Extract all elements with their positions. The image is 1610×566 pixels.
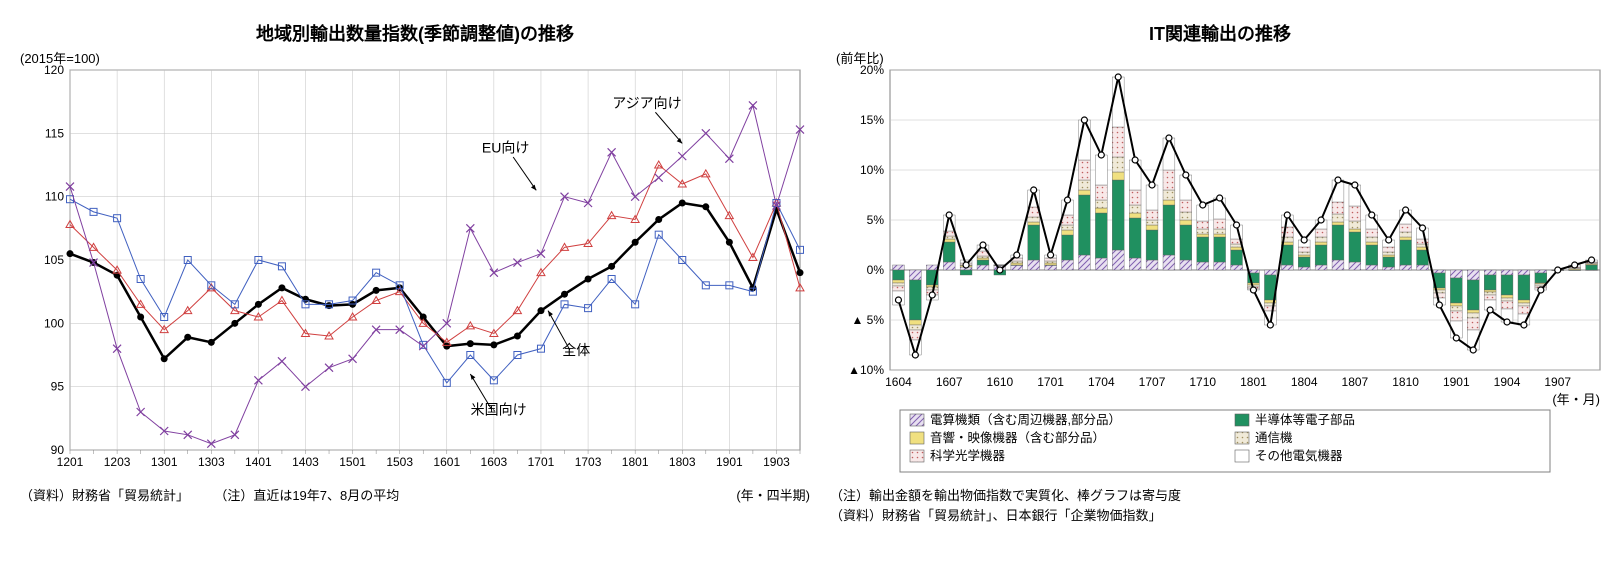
svg-text:1201: 1201 [57,455,84,469]
svg-text:電算機類（含む周辺機器,部分品）: 電算機類（含む周辺機器,部分品） [930,412,1121,427]
svg-text:1801: 1801 [622,455,649,469]
svg-text:1603: 1603 [481,455,508,469]
svg-text:1604: 1604 [885,375,912,389]
svg-text:1701: 1701 [528,455,555,469]
svg-text:1901: 1901 [1443,375,1470,389]
svg-text:▲10%: ▲10% [848,363,884,377]
right-unit-label: (前年比) [836,48,884,67]
svg-text:1810: 1810 [1392,375,1419,389]
right-chart-container: (前年比) IT関連輸出の推移 ▲10%▲ 5%0%5%10%15%20%160… [830,20,1610,525]
svg-text:EU向け: EU向け [482,139,529,155]
svg-text:音響・映像機器（含む部分品）: 音響・映像機器（含む部分品） [930,430,1105,445]
right-note2: （資料）財務省「貿易統計」、日本銀行「企業物価指数」 [830,506,1610,526]
left-notes: （資料）財務省「貿易統計」 （注）直近は19年7、8月の平均 (年・四半期) [20,486,810,506]
svg-text:15%: 15% [860,113,884,127]
svg-text:1707: 1707 [1139,375,1166,389]
svg-text:1901: 1901 [716,455,743,469]
svg-text:10%: 10% [860,163,884,177]
svg-text:1610: 1610 [987,375,1014,389]
svg-text:1801: 1801 [1240,375,1267,389]
svg-text:0%: 0% [867,263,885,277]
right-note1: （注）輸出金額を輸出物価指数で実質化、棒グラフは寄与度 [830,486,1610,506]
svg-text:1503: 1503 [386,455,413,469]
right-notes: （注）輸出金額を輸出物価指数で実質化、棒グラフは寄与度 （資料）財務省「貿易統計… [830,486,1610,525]
svg-text:5%: 5% [867,213,885,227]
svg-text:1904: 1904 [1494,375,1521,389]
svg-text:1803: 1803 [669,455,696,469]
svg-text:1601: 1601 [433,455,460,469]
svg-text:105: 105 [44,253,64,267]
left-extra-note: （注）直近は19年7、8月の平均 [214,488,399,503]
svg-text:1804: 1804 [1291,375,1318,389]
svg-text:半導体等電子部品: 半導体等電子部品 [1255,412,1355,427]
svg-text:アジア向け: アジア向け [612,95,681,111]
left-chart-svg: 9095100105110115120120112031301130314011… [20,50,810,480]
right-chart-svg: ▲10%▲ 5%0%5%10%15%20%1604160716101701170… [830,50,1610,480]
svg-text:1403: 1403 [292,455,319,469]
svg-text:100: 100 [44,316,64,330]
svg-text:1703: 1703 [575,455,602,469]
svg-text:1807: 1807 [1342,375,1369,389]
svg-text:1301: 1301 [151,455,178,469]
svg-text:(年・月): (年・月) [1552,392,1600,407]
svg-text:科学光学機器: 科学光学機器 [930,448,1006,463]
svg-text:110: 110 [45,190,64,204]
svg-text:95: 95 [51,380,65,394]
svg-text:1903: 1903 [763,455,790,469]
svg-text:115: 115 [45,126,64,140]
left-source: （資料）財務省「貿易統計」 [20,488,189,503]
svg-text:1401: 1401 [245,455,272,469]
left-chart-title: 地域別輸出数量指数(季節調整値)の推移 [20,20,810,46]
svg-text:その他電気機器: その他電気機器 [1255,448,1343,463]
svg-text:1203: 1203 [104,455,131,469]
svg-text:1607: 1607 [936,375,963,389]
svg-text:1704: 1704 [1088,375,1115,389]
left-unit-label: (2015年=100) [20,48,100,67]
svg-text:▲ 5%: ▲ 5% [851,313,884,327]
svg-text:通信機: 通信機 [1255,430,1293,445]
left-chart-container: (2015年=100) 地域別輸出数量指数(季節調整値)の推移 90951001… [20,20,810,525]
svg-text:1907: 1907 [1544,375,1571,389]
svg-text:米国向け: 米国向け [471,402,527,418]
right-chart-title: IT関連輸出の推移 [830,20,1610,46]
left-x-axis-label: (年・四半期) [736,486,810,506]
svg-text:1501: 1501 [339,455,366,469]
svg-text:1701: 1701 [1037,375,1064,389]
svg-text:1303: 1303 [198,455,225,469]
svg-text:1710: 1710 [1189,375,1216,389]
